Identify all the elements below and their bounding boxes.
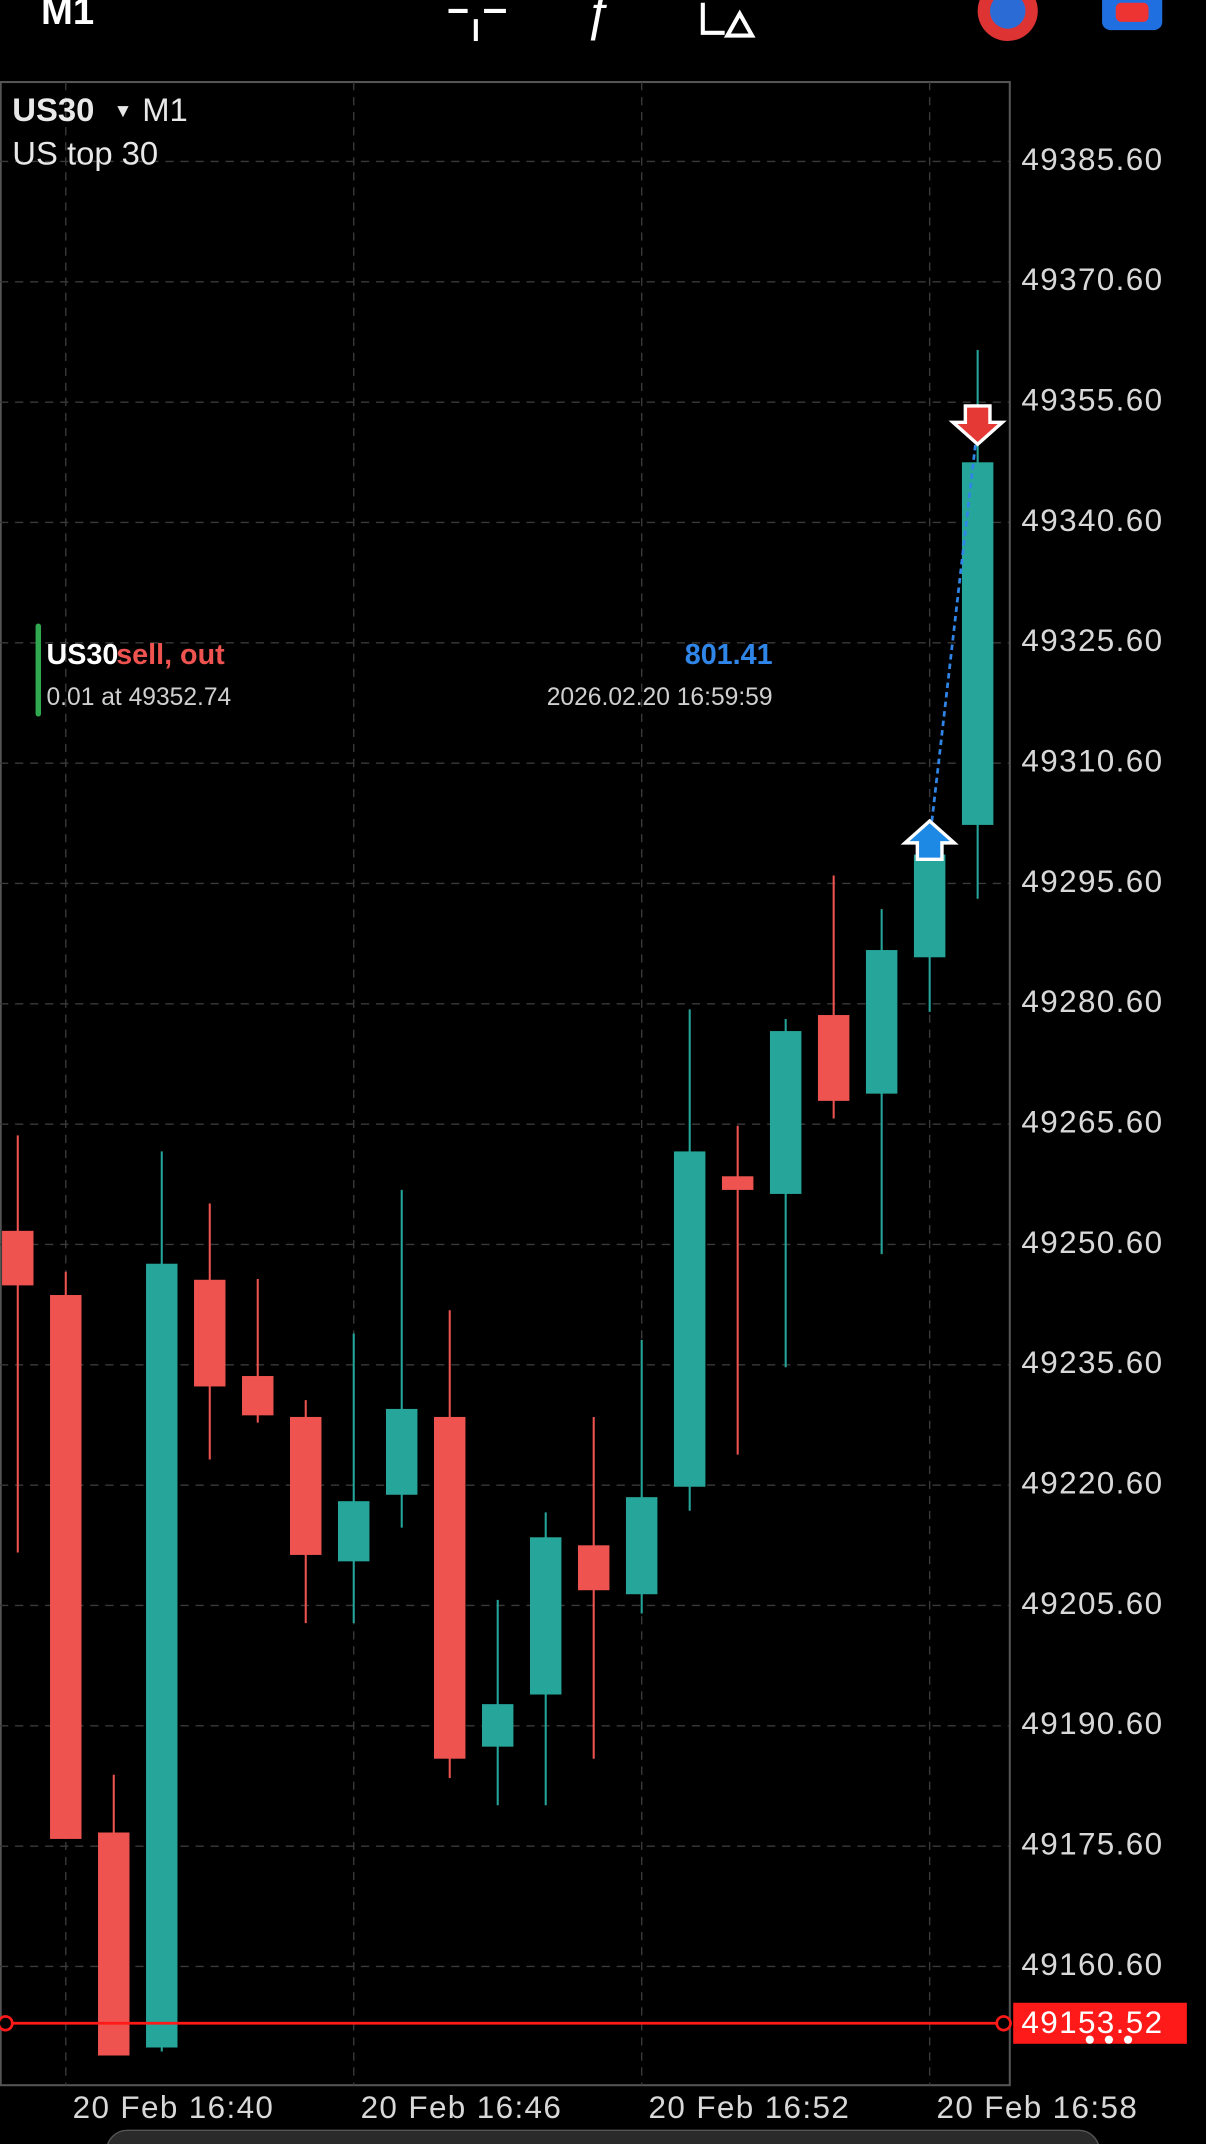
candle-body — [769, 1031, 802, 1194]
more-dot — [1104, 2035, 1114, 2044]
last-price-handle — [0, 2015, 14, 2032]
candle-body — [577, 1545, 610, 1591]
candle-body — [673, 1151, 706, 1487]
candle-body — [481, 1704, 514, 1747]
y-tick-label: 49250.60 — [1021, 1225, 1163, 1260]
toolbar: M1 ƒ — [41, 0, 1163, 42]
y-tick-label: 49370.60 — [1021, 262, 1163, 297]
sell-arrow — [948, 404, 1007, 447]
last-price-handle — [995, 2015, 1012, 2032]
candle-body — [433, 1416, 466, 1759]
candle-body — [2, 1230, 34, 1286]
crosshair-icon[interactable] — [448, 8, 506, 42]
trade-annotation: US30 sell, out 801.41 0.01 at 49352.74 2… — [35, 623, 773, 717]
x-tick-label: 20 Feb 16:52 — [649, 2090, 851, 2125]
candle-body — [386, 1408, 418, 1495]
candle-body — [817, 1015, 850, 1101]
candle-body — [290, 1416, 322, 1555]
x-tick-label: 20 Feb 16:40 — [73, 2090, 275, 2125]
candle-body — [50, 1295, 82, 1839]
candle-body — [529, 1537, 562, 1695]
trade-symbol: US30 — [46, 639, 118, 671]
buy-arrow — [900, 818, 959, 861]
more-dot — [1123, 2035, 1133, 2044]
candles — [2, 349, 994, 2056]
y-tick-label: 49310.60 — [1021, 743, 1163, 778]
toolbar-timeframe[interactable]: M1 — [41, 0, 94, 33]
y-tick-label: 49205.60 — [1021, 1586, 1163, 1621]
candle-body — [721, 1176, 754, 1190]
trade-time: 2026.02.20 16:59:59 — [547, 684, 773, 711]
candle-body — [242, 1376, 274, 1416]
description: US top 30 — [12, 135, 158, 172]
account-icon-inner — [1115, 2, 1149, 22]
x-tick-label: 20 Feb 16:58 — [936, 2090, 1138, 2125]
candle-body — [146, 1263, 178, 2048]
y-tick-label: 49355.60 — [1021, 382, 1163, 417]
bottom-sheet-handle[interactable] — [107, 2129, 1100, 2144]
candle-body — [338, 1501, 370, 1562]
candle-body — [625, 1497, 658, 1595]
y-tick-label: 49265.60 — [1021, 1104, 1163, 1139]
y-tick-label: 49160.60 — [1021, 1947, 1163, 1982]
candle-body — [98, 1832, 130, 2056]
y-tick-label: 49340.60 — [1021, 503, 1163, 538]
symbol-dropdown[interactable]: ▼ — [113, 101, 132, 122]
trade-marker — [35, 623, 42, 717]
last-price-label: 49153.52 — [1021, 2005, 1163, 2040]
candle-body — [194, 1279, 226, 1387]
y-tick-label: 49190.60 — [1021, 1706, 1163, 1741]
y-tick-label: 49175.60 — [1021, 1826, 1163, 1861]
timeframe[interactable]: M1 — [142, 91, 188, 128]
more-dot — [1085, 2035, 1094, 2044]
y-tick-label: 49235.60 — [1021, 1345, 1163, 1380]
candle-body — [913, 854, 946, 958]
trade-action: sell, out — [116, 639, 225, 671]
objects-icon[interactable] — [700, 2, 756, 38]
trade-profit: 801.41 — [685, 639, 773, 671]
plot-frame — [0, 81, 1011, 2087]
candle-body — [865, 950, 898, 1094]
x-tick-label: 20 Feb 16:46 — [361, 2090, 563, 2125]
trade-line — [928, 424, 980, 841]
last-price-box — [1013, 2002, 1187, 2044]
indicator-icon[interactable]: ƒ — [584, 0, 611, 40]
y-tick-label: 49280.60 — [1021, 984, 1163, 1019]
y-tick-label: 49220.60 — [1021, 1465, 1163, 1500]
y-tick-label: 49325.60 — [1021, 623, 1163, 658]
trade-detail: 0.01 at 49352.74 — [46, 684, 231, 711]
symbol[interactable]: US30 — [12, 91, 94, 128]
y-tick-label: 49295.60 — [1021, 864, 1163, 899]
y-tick-label: 49385.60 — [1021, 142, 1163, 177]
clock-icon-inner — [989, 0, 1026, 29]
